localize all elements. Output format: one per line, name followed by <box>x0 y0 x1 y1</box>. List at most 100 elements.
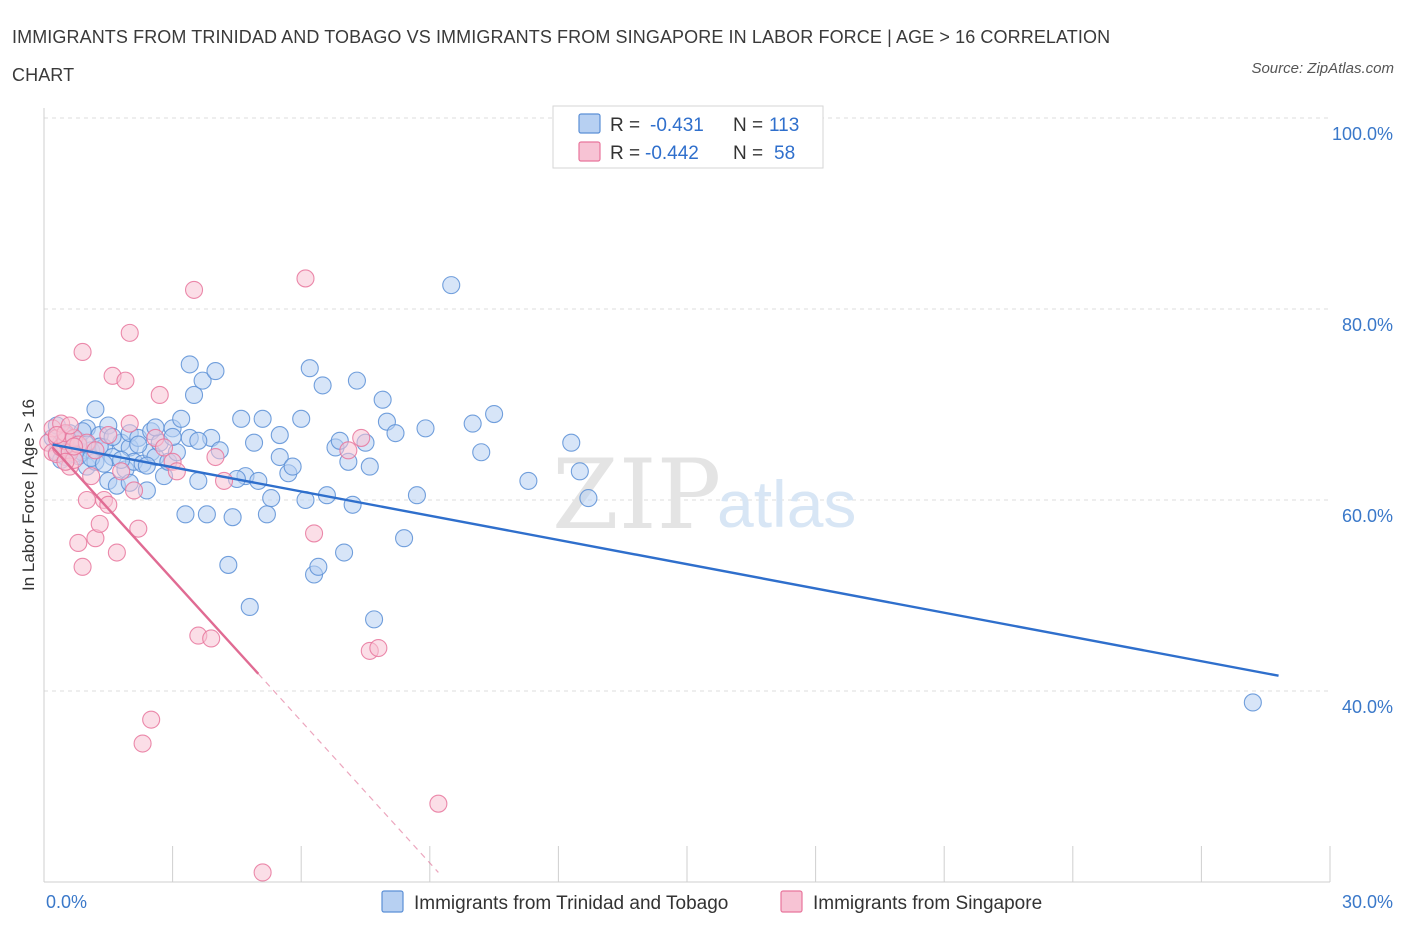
bottom-legend-swatch-pink <box>780 890 803 913</box>
legend-r-value-blue: -0.431 <box>650 115 704 136</box>
singapore-point-36 <box>150 385 169 405</box>
correlation-legend: R = -0.431 N = 113 R = -0.442 N = 58 <box>552 105 824 169</box>
legend-swatch-pink <box>578 141 601 162</box>
trinidad-point-65 <box>313 376 332 395</box>
chart-title: IMMIGRANTS FROM TRINIDAD AND TOBAGO VS I… <box>12 27 1111 85</box>
trinidad-point-46 <box>206 362 225 381</box>
singapore-point-21 <box>86 441 105 460</box>
trinidad-point-64 <box>309 557 328 576</box>
trinidad-point-53 <box>249 471 268 490</box>
trinidad-point-87 <box>570 462 589 481</box>
trinidad-point-75 <box>373 390 392 409</box>
legend-n-value-blue: 113 <box>769 115 799 136</box>
trinidad-point-54 <box>253 409 272 428</box>
singapore-point-48 <box>339 441 358 460</box>
source-label: Source: ZipAtlas.com <box>1251 60 1394 77</box>
legend-n-value-pink: 58 <box>774 143 795 164</box>
trinidad-point-112 <box>1243 693 1262 712</box>
trinidad-point-82 <box>463 414 482 433</box>
singapore-point-29 <box>120 323 139 342</box>
trinidad-point-13 <box>86 400 105 419</box>
trinidad-point-68 <box>335 543 354 562</box>
trinidad-point-39 <box>180 355 199 374</box>
trinidad-point-110 <box>270 426 289 445</box>
trinidad-point-44 <box>197 505 216 524</box>
trinidad-point-103 <box>129 435 148 454</box>
trinidad-point-43 <box>193 371 212 390</box>
singapore-point-26 <box>107 543 126 562</box>
trinidad-point-55 <box>257 505 276 524</box>
singapore-point-28 <box>116 371 135 390</box>
trendline-singapore <box>51 446 260 675</box>
singapore-point-37 <box>154 438 174 457</box>
y-tick-label-100: 100.0% <box>1332 124 1393 144</box>
legend-n-label-blue: N = <box>733 115 763 136</box>
y-tick-label-40: 40.0% <box>1342 697 1393 717</box>
trinidad-point-78 <box>395 529 414 548</box>
trinidad-point-56 <box>262 489 281 508</box>
legend-r-label-blue: R = <box>610 115 640 136</box>
singapore-point-43 <box>206 447 225 467</box>
trinidad-point-73 <box>360 457 379 476</box>
trinidad-point-104 <box>137 456 156 475</box>
series-legend: Immigrants from Trinidad and Tobago Immi… <box>381 890 1042 914</box>
y-tick-label-80: 80.0% <box>1342 315 1393 335</box>
singapore-point-32 <box>129 519 148 538</box>
singapore-point-47 <box>305 524 324 543</box>
singapore-point-42 <box>202 629 221 648</box>
trinidad-point-62 <box>300 359 319 378</box>
singapore-point-33 <box>133 734 152 753</box>
bottom-legend-label-pink: Immigrants from Singapore <box>813 893 1042 914</box>
bottom-legend-swatch-blue <box>381 890 404 913</box>
trinidad-point-80 <box>416 419 435 438</box>
legend-r-label-pink: R = <box>610 143 640 164</box>
y-tick-label-60: 60.0% <box>1342 506 1393 526</box>
trinidad-point-85 <box>519 471 538 490</box>
singapore-point-24 <box>99 495 118 514</box>
gridlines <box>44 117 1330 692</box>
x-axis-ticks <box>43 846 1331 882</box>
trinidad-point-51 <box>240 597 259 617</box>
singapore-point-53 <box>47 426 66 445</box>
singapore-point-30 <box>120 414 139 433</box>
trinidad-point-41 <box>184 385 204 405</box>
trinidad-point-79 <box>407 486 426 505</box>
trendline-singapore-extension <box>257 673 439 873</box>
singapore-point-16 <box>73 557 92 576</box>
singapore-point-39 <box>167 462 186 481</box>
series-singapore-points <box>39 269 448 882</box>
watermark: ZIP atlas <box>552 439 856 551</box>
trinidad-point-71 <box>347 371 366 390</box>
singapore-point-52 <box>429 794 448 813</box>
trinidad-point-88 <box>579 489 598 508</box>
trinidad-point-107 <box>189 431 208 450</box>
trinidad-point-52 <box>244 433 264 452</box>
trinidad-point-47 <box>219 555 238 574</box>
singapore-point-27 <box>112 462 131 481</box>
singapore-point-57 <box>99 426 118 445</box>
watermark-atlas: atlas <box>717 467 856 541</box>
singapore-point-19 <box>82 467 101 486</box>
trinidad-point-49 <box>232 409 251 428</box>
legend-swatch-blue <box>578 113 601 134</box>
legend-n-label-pink: N = <box>733 143 763 164</box>
trinidad-point-57 <box>270 447 289 467</box>
singapore-point-45 <box>253 863 272 882</box>
x-tick-label-min: 0.0% <box>46 892 87 912</box>
trinidad-point-42 <box>189 471 208 490</box>
singapore-point-14 <box>69 533 88 553</box>
singapore-point-34 <box>142 710 161 729</box>
y-axis-tick-labels: 40.0% 60.0% 80.0% 100.0% <box>1332 124 1393 717</box>
trinidad-point-74 <box>365 610 384 629</box>
legend-r-value-pink: -0.442 <box>645 143 699 164</box>
trinidad-point-60 <box>292 409 311 428</box>
trinidad-point-83 <box>472 443 491 462</box>
singapore-point-46 <box>296 269 315 288</box>
singapore-point-55 <box>60 416 79 435</box>
trinidad-point-59 <box>283 457 302 476</box>
singapore-point-18 <box>77 490 96 510</box>
singapore-point-51 <box>369 638 388 658</box>
trinidad-point-84 <box>485 404 504 424</box>
singapore-point-49 <box>352 428 371 447</box>
